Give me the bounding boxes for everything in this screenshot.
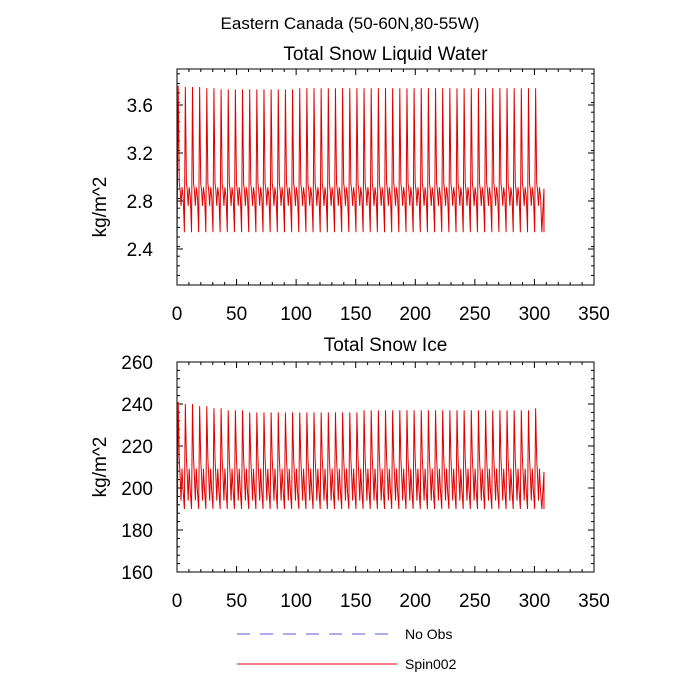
y-tick-label: 260 — [121, 353, 153, 374]
x-tick-label: 150 — [340, 304, 372, 325]
y-axis-label: kg/m^2 — [90, 437, 111, 498]
legend-label-no-obs: No Obs — [405, 626, 452, 642]
x-tick-label: 350 — [578, 591, 610, 612]
plot-frame — [176, 68, 595, 286]
legend-item-spin002: Spin002 — [237, 656, 457, 672]
y-tick-label: 200 — [121, 479, 153, 500]
panel-title: Total Snow Liquid Water — [283, 44, 488, 65]
y-tick-label: 180 — [121, 521, 153, 542]
panel-title: Total Snow Ice — [324, 335, 448, 356]
y-tick-label: 3.6 — [127, 96, 153, 117]
series-group — [176, 85, 545, 252]
x-tick-label: 250 — [459, 304, 491, 325]
series-line-spin002 — [176, 401, 545, 568]
figure-title: Eastern Canada (50-60N,80-55W) — [221, 14, 480, 33]
x-tick-label: 100 — [280, 591, 312, 612]
panel-total-snow-liquid-water: Total Snow Liquid Water kg/m^2 0 50 100 150… — [90, 44, 610, 325]
legend-label-spin002: Spin002 — [405, 656, 457, 672]
series-line-spin002 — [176, 85, 545, 252]
x-tick-label: 200 — [399, 591, 431, 612]
x-tick-label: 200 — [399, 304, 431, 325]
x-tick-label: 0 — [172, 591, 183, 612]
legend: No Obs Spin002 — [237, 626, 457, 672]
y-tick-label: 3.2 — [127, 144, 153, 165]
x-tick-label: 50 — [226, 591, 247, 612]
x-tick-label: 350 — [578, 304, 610, 325]
x-tick-label: 50 — [226, 304, 247, 325]
panel-total-snow-ice: Total Snow Ice kg/m^2 0 50 100 150 200 250 300… — [90, 335, 610, 612]
y-tick-label: 2.4 — [127, 240, 154, 261]
x-tick-label: 300 — [519, 591, 551, 612]
plot-frame — [176, 361, 595, 573]
y-tick-label: 220 — [121, 437, 153, 458]
y-axis-label: kg/m^2 — [90, 177, 111, 238]
x-tick-label: 0 — [172, 304, 183, 325]
x-tick-label: 150 — [340, 591, 372, 612]
y-tick-label: 160 — [121, 563, 153, 584]
series-group — [176, 401, 545, 568]
x-tick-label: 100 — [280, 304, 312, 325]
x-tick-label: 300 — [519, 304, 551, 325]
x-tick-label: 250 — [459, 591, 491, 612]
y-tick-label: 240 — [121, 395, 153, 416]
y-tick-label: 2.8 — [127, 192, 153, 213]
legend-item-no-obs: No Obs — [237, 626, 452, 642]
